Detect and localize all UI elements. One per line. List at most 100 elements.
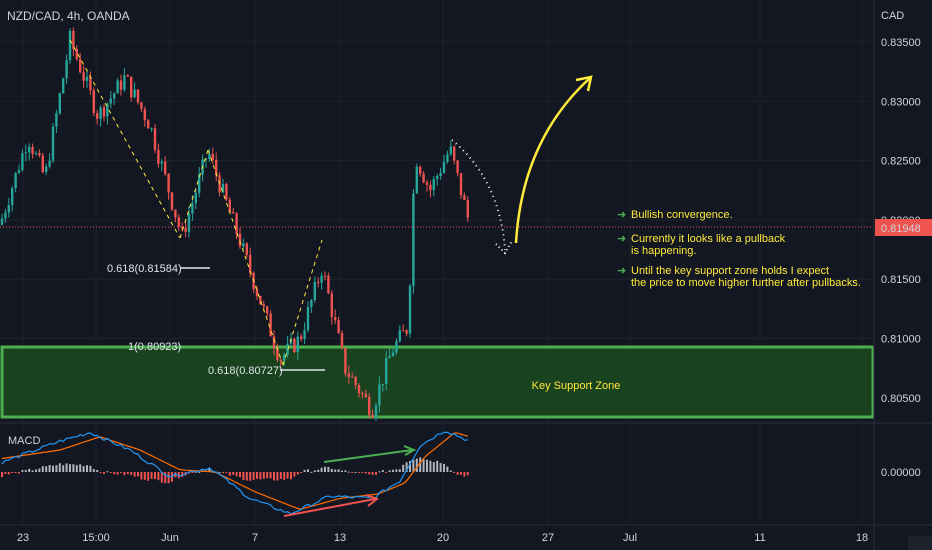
swing-line-3 (207, 149, 284, 366)
macd-hist-bar (69, 464, 71, 472)
candle-body (303, 330, 306, 339)
currency-label: CAD (881, 10, 904, 22)
candle-body (65, 60, 68, 79)
price-tick-label: 0.81000 (881, 334, 921, 346)
candle-body (181, 226, 184, 229)
macd-hist-bar (456, 472, 459, 475)
note-bullet-icon: ➜ (617, 265, 626, 277)
macd-hist-bar (14, 472, 17, 473)
macd-hist-bar (273, 472, 275, 481)
candle-body (368, 397, 371, 415)
macd-hist-bar (327, 466, 330, 472)
candle-body (184, 228, 187, 232)
candle-body (412, 193, 415, 286)
macd-hist-bar (116, 472, 119, 475)
key-support-zone[interactable] (0, 345, 875, 419)
macd-hist-bar (443, 463, 445, 472)
macd-hist-bar (218, 471, 221, 473)
candle-body (283, 354, 286, 361)
macd-hist-bar (256, 472, 258, 479)
note-text: Until the key support zone holds I expec… (631, 265, 829, 277)
macd-hist-bar (103, 472, 105, 474)
macd-hist-bar (126, 472, 129, 475)
candle-body (228, 199, 231, 212)
swing-lines (69, 39, 323, 366)
macd-hist-bar (1, 472, 3, 478)
time-tick-label: Jul (623, 532, 637, 544)
price-axis[interactable]: 0.83500 0.83000 0.82500 0.81500 0.81000 0.805… (881, 37, 921, 405)
macd-hist-bar (375, 472, 377, 475)
candle-body (204, 158, 208, 160)
candle-body (225, 184, 228, 200)
settings-corner[interactable] (908, 536, 932, 550)
candle-body (82, 72, 85, 81)
price-tick-label: 0.83500 (881, 37, 921, 49)
macd-hist-bar (371, 472, 374, 475)
candle-body (211, 154, 214, 160)
candle-body (340, 333, 344, 348)
candle-body (119, 80, 123, 90)
macd-hist-bar (157, 472, 160, 481)
candle-body (68, 30, 72, 61)
macd-hist-bar (252, 472, 255, 480)
macd-hist-bar (337, 469, 340, 472)
macd-hist-bar (266, 472, 269, 479)
candle-body (89, 76, 92, 91)
candle-body (266, 306, 269, 314)
macd-hist-bar (130, 472, 133, 475)
candle-body (238, 233, 242, 247)
fib-label-3: 0.618(0.80727) (208, 365, 283, 377)
macd-hist-bar (378, 471, 381, 473)
time-axis[interactable]: 23 15:00 Jun 7 13 20 27 Jul 11 18 (17, 532, 868, 544)
candle-body (391, 352, 395, 357)
note-text: is happening. (631, 245, 696, 257)
macd-signal-line (1, 432, 468, 510)
candle-body (463, 195, 466, 200)
macd-hist-bar (174, 472, 177, 478)
macd-hist-bar (429, 460, 432, 472)
candle-body (177, 217, 180, 227)
macd-hist-bar (249, 472, 252, 481)
macd-hist-bar (232, 472, 235, 475)
candle-body (7, 205, 10, 213)
macd-hist-bar (354, 471, 357, 473)
analysis-notes: ➜ Bullish convergence. ➜ Currently it looks… (617, 209, 861, 289)
candle-body (310, 300, 313, 308)
candle-body (395, 341, 398, 353)
macd-divergence-line-red (283, 498, 376, 517)
macd-hist-bar (147, 472, 150, 481)
candle-body (147, 120, 150, 129)
macd-hist-bar (188, 472, 190, 474)
candle-body (289, 339, 293, 344)
macd-hist-bar (242, 472, 245, 481)
candle-body (374, 405, 378, 418)
macd-hist-bar (133, 472, 136, 477)
macd-hist-bar (405, 462, 408, 472)
candle-body (72, 30, 75, 49)
macd-hist-bar (181, 472, 184, 477)
macd-hist-bar (296, 472, 299, 475)
macd-hist-bar (154, 472, 156, 479)
candle-body (361, 393, 364, 395)
macd-hist-bar (45, 466, 48, 472)
price-tick-label: 0.81500 (881, 274, 921, 286)
candle-body (51, 126, 55, 161)
candle-body (221, 184, 225, 193)
candle-body (191, 203, 194, 214)
candle-body (143, 108, 146, 121)
candle-body (439, 172, 442, 176)
candle-body (347, 373, 350, 377)
macd-hist-bar (388, 470, 391, 472)
candle-body (364, 393, 367, 398)
macd-hist-bar (368, 472, 371, 475)
candle-body (99, 107, 102, 119)
candle-body (126, 75, 129, 77)
macd-hist-bar (330, 468, 333, 472)
macd-hist-bar (361, 472, 364, 473)
macd-hist-bar (222, 472, 224, 473)
candle-body (408, 285, 412, 334)
candle-body (198, 174, 201, 193)
macd-hist-bar (106, 471, 109, 473)
